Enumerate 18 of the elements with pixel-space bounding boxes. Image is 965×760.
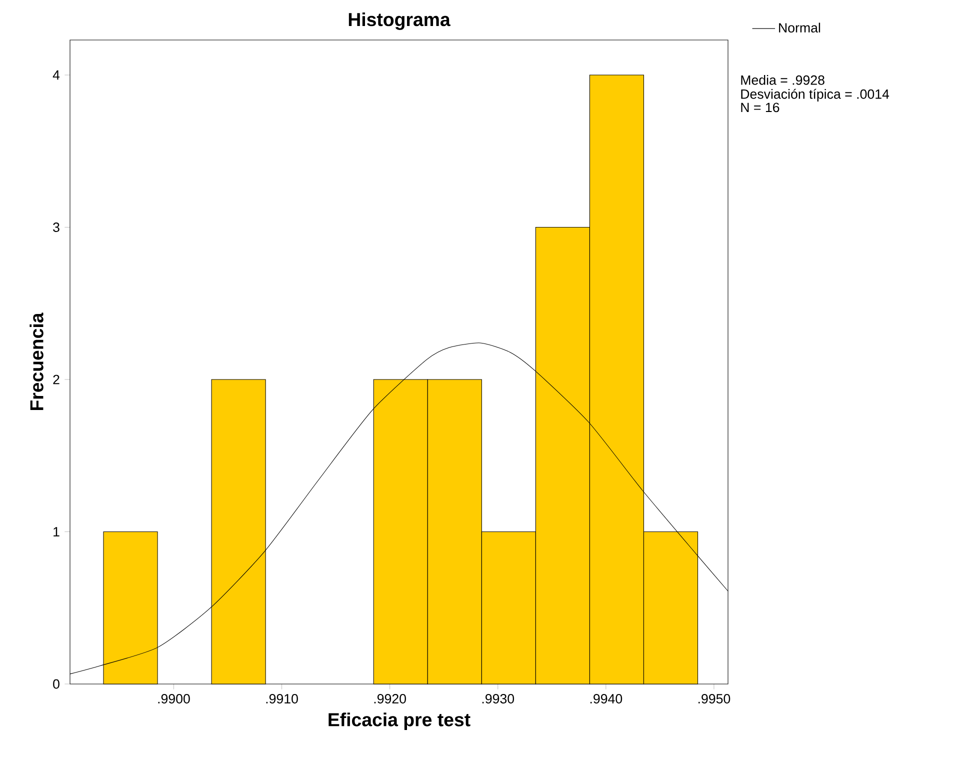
x-axis-title: Eficacia pre test — [328, 712, 470, 730]
x-tick-label: .9900 — [158, 694, 190, 704]
text: N = 16 — [741, 102, 780, 112]
text: Desviación típica = .0014 — [741, 88, 890, 102]
x-tick-label: .9950 — [698, 694, 730, 704]
x-tick-label: .9910 — [266, 694, 298, 704]
text: Media = .9928 — [741, 75, 824, 85]
x-tick-label: .9920 — [374, 694, 406, 704]
y-tick-label: 4 — [52, 70, 60, 80]
y-axis-title: Frecuencia — [30, 312, 44, 410]
x-tick-label: .9940 — [590, 694, 622, 704]
y-tick-label: 2 — [53, 374, 60, 384]
chart-title: Histograma — [348, 12, 450, 30]
y-tick-label: 3 — [53, 222, 60, 232]
y-tick-label: 0 — [53, 679, 60, 689]
legend-label: Normal — [779, 22, 820, 33]
y-tick-label: 1 — [54, 527, 60, 536]
x-tick-label: .9930 — [482, 694, 514, 704]
